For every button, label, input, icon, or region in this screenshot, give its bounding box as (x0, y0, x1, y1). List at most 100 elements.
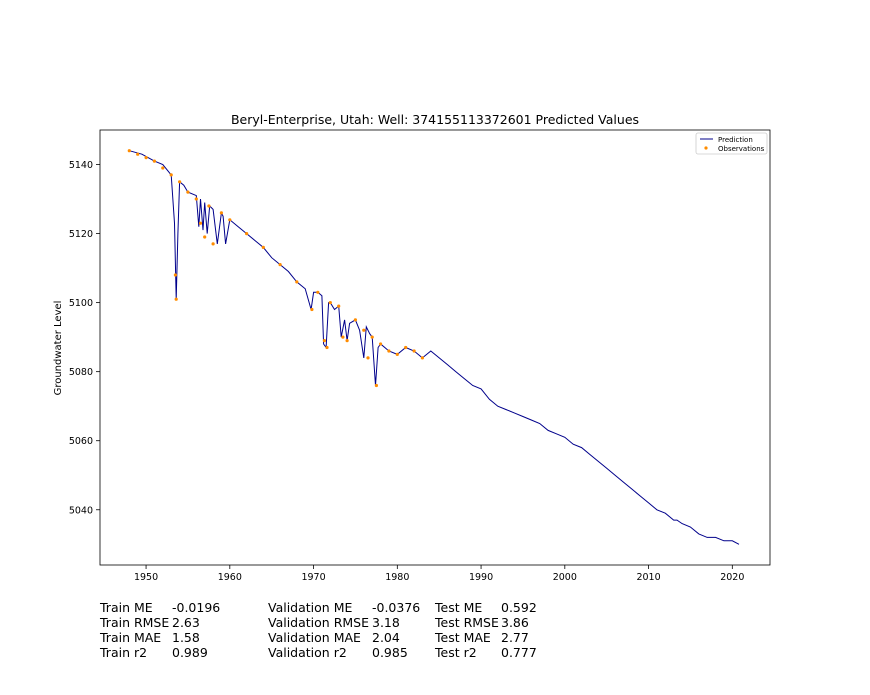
legend: Prediction Observations (695, 132, 768, 155)
observation-point (174, 297, 178, 301)
stat-row: Validation RMSE 3.18 (268, 615, 420, 630)
stat-label: Test ME (435, 600, 483, 615)
x-tick-label: 2010 (636, 572, 660, 583)
stat-value: 1.58 (172, 630, 200, 645)
stat-row: Test ME 0.592 (435, 600, 537, 615)
x-tick-label: 2000 (553, 572, 577, 583)
observation-point (395, 352, 399, 356)
observation-point (328, 301, 332, 305)
x-tick-label: 1960 (218, 572, 242, 583)
stat-label: Test MAE (435, 630, 491, 645)
observation-point (412, 349, 416, 353)
train-stats: Train ME -0.0196 Train RMSE 2.63 Train MAE 1.… (100, 600, 220, 660)
stat-label: Validation MAE (268, 630, 361, 645)
stat-label: Validation ME (268, 600, 353, 615)
stat-value: -0.0376 (372, 600, 421, 615)
stat-value: 0.777 (501, 645, 537, 660)
observation-point (322, 339, 326, 343)
observation-point (362, 328, 366, 332)
y-axis-label: Groundwater Level (53, 301, 64, 396)
stat-row: Test RMSE 3.86 (435, 615, 537, 630)
observation-point (379, 342, 383, 346)
observation-point (144, 156, 148, 160)
observation-point (370, 335, 374, 339)
stat-row: Train r2 0.989 (100, 645, 220, 660)
stat-value: 0.592 (501, 600, 537, 615)
observation-point (420, 356, 424, 360)
observation-point (198, 221, 203, 225)
stat-value: 0.985 (372, 645, 408, 660)
stat-value: 3.86 (501, 615, 529, 630)
observation-point (353, 318, 357, 322)
axes-group: 1950 1960 1970 1980 1990 2000 2010 2020 5040 5060… (69, 160, 745, 583)
test-stats: Test ME 0.592 Test RMSE 3.86 Test MAE 2.77 Tes… (435, 600, 537, 660)
legend-prediction-label: Prediction (718, 136, 753, 144)
y-tick-label: 5080 (69, 367, 93, 378)
observation-point (178, 180, 182, 184)
y-tick-label: 5140 (69, 160, 93, 171)
observation-point (341, 335, 345, 339)
observation-point (295, 280, 299, 284)
chart-title: Beryl-Enterprise, Utah: Well: 3741551133… (231, 112, 639, 127)
y-tick-label: 5060 (69, 436, 93, 447)
observation-point (127, 149, 131, 153)
stat-row: Validation ME -0.0376 (268, 600, 420, 615)
y-tick-label: 5040 (69, 505, 93, 516)
observation-point (374, 383, 378, 388)
observation-point (219, 211, 223, 215)
observation-point (186, 190, 190, 194)
stat-label: Validation r2 (268, 645, 347, 660)
observation-point (404, 345, 408, 350)
x-tick-label: 1970 (301, 572, 325, 583)
stat-label: Test RMSE (435, 615, 499, 630)
stat-row: Validation MAE 2.04 (268, 630, 420, 645)
observation-point (136, 152, 140, 156)
stat-row: Train ME -0.0196 (100, 600, 220, 615)
validation-stats: Validation ME -0.0376 Validation RMSE 3.18 V… (268, 600, 420, 660)
x-tick-label: 2020 (720, 572, 744, 583)
y-tick-label: 5120 (69, 229, 93, 240)
observation-point (207, 204, 211, 208)
stat-row: Validation r2 0.985 (268, 645, 420, 660)
observation-point (173, 273, 177, 277)
stat-value: 3.18 (372, 615, 400, 630)
stat-label: Test r2 (435, 645, 477, 660)
x-tick-label: 1990 (469, 572, 493, 583)
prediction-line (129, 150, 740, 545)
stat-row: Test r2 0.777 (435, 645, 537, 660)
observation-point (169, 173, 173, 177)
stat-value: 2.63 (172, 615, 200, 630)
stat-value: 2.04 (372, 630, 400, 645)
observation-point (387, 349, 391, 353)
observation-point (316, 290, 320, 294)
observation-point (345, 339, 349, 343)
observation-point (261, 245, 265, 249)
stat-value: -0.0196 (172, 600, 221, 615)
observation-point (278, 263, 282, 267)
legend-observations-swatch (704, 146, 708, 150)
series-layer (127, 149, 740, 545)
y-tick-label: 5100 (69, 298, 93, 309)
x-tick-label: 1950 (134, 572, 158, 583)
stat-label: Train ME (100, 600, 153, 615)
stat-row: Test MAE 2.77 (435, 630, 537, 645)
observation-point (310, 307, 314, 312)
observation-point (152, 159, 156, 163)
stat-label: Validation RMSE (268, 615, 370, 630)
legend-observations-label: Observations (718, 145, 765, 153)
stat-label: Train RMSE (100, 615, 170, 630)
stat-value: 0.989 (172, 645, 208, 660)
stat-label: Train r2 (100, 645, 148, 660)
observation-point (366, 356, 370, 360)
plot-frame (99, 129, 771, 566)
stat-value: 2.77 (501, 630, 529, 645)
observation-point (325, 345, 329, 350)
observation-point (245, 232, 249, 236)
stat-row: Train MAE 1.58 (100, 630, 220, 645)
observation-point (211, 242, 215, 246)
stat-label: Train MAE (100, 630, 162, 645)
stat-row: Train RMSE 2.63 (100, 615, 220, 630)
observation-point (337, 304, 341, 308)
x-tick-label: 1980 (385, 572, 409, 583)
